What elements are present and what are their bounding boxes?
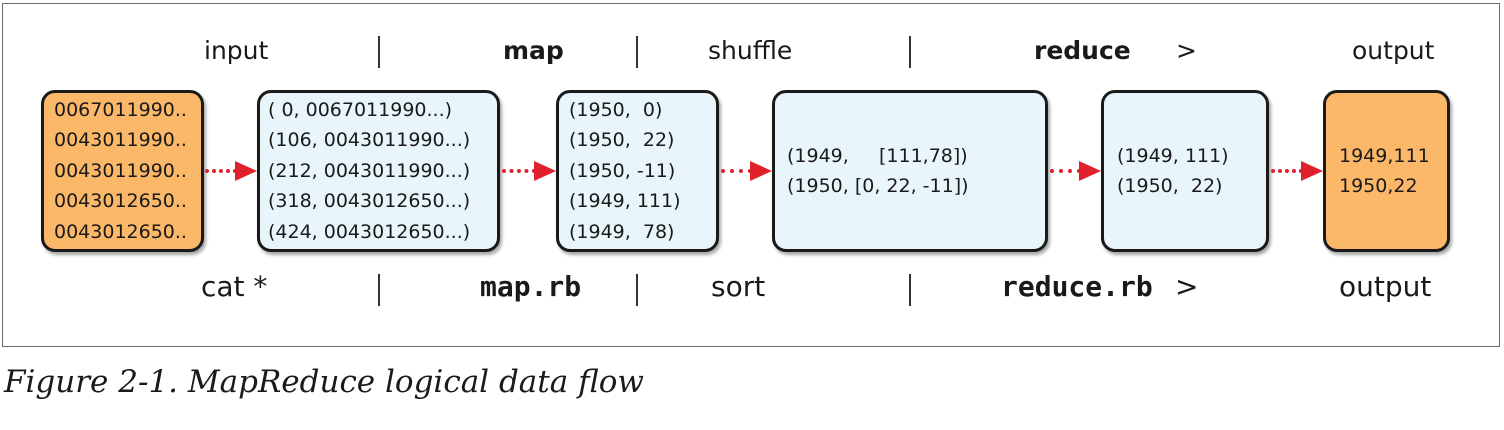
map-input-record: (424, 0043012650...) [268, 220, 471, 243]
footer-sort-command: sort [711, 270, 766, 303]
header-separator [636, 36, 638, 68]
input-record: 0043011990.. [54, 159, 187, 182]
reduce-pair: (1949, 111) [1117, 144, 1229, 167]
input-box: 0067011990.. 0043011990.. 0043011990.. 0… [41, 90, 204, 252]
header-map: map [503, 36, 564, 65]
output-box: 1949,111 1950,22 [1323, 90, 1450, 252]
header-redirect: > [1176, 36, 1197, 65]
reduce-box: (1949, 111) (1950, 22) [1101, 90, 1269, 252]
map-input-box: ( 0, 0067011990...) (106, 0043011990...)… [257, 90, 500, 252]
footer-output: output [1339, 270, 1432, 303]
input-record: 0043012650.. [54, 220, 187, 243]
map-output-pair: (1950, 0) [569, 98, 663, 121]
map-output-pair: (1949, 78) [569, 220, 675, 243]
footer-separator [636, 274, 638, 306]
input-record: 0043012650.. [54, 190, 187, 213]
figure-caption: Figure 2-1. MapReduce logical data flow [4, 364, 644, 400]
header-separator [909, 36, 911, 68]
arrow-icon [205, 161, 257, 181]
shuffle-group: (1950, [0, 22, -11]) [787, 175, 969, 197]
output-line: 1949,111 [1339, 144, 1430, 167]
arrow-icon [1271, 161, 1323, 181]
map-output-pair: (1950, -11) [569, 159, 676, 182]
footer-redirect: > [1175, 270, 1199, 303]
footer-map-script: map.rb [480, 270, 582, 303]
header-output: output [1352, 36, 1435, 65]
map-input-record: (212, 0043011990...) [268, 159, 471, 182]
footer-cat-command: cat * [201, 270, 268, 303]
footer-reduce-script: reduce.rb [1001, 270, 1153, 303]
input-record: 0043011990.. [54, 129, 187, 152]
header-input: input [204, 36, 269, 65]
footer-separator [378, 274, 380, 306]
input-record: 0067011990.. [54, 98, 187, 121]
reduce-pair: (1950, 22) [1117, 175, 1223, 197]
shuffle-box: (1949, [111,78]) (1950, [0, 22, -11]) [772, 90, 1048, 252]
map-input-record: ( 0, 0067011990...) [268, 98, 453, 121]
arrow-icon [1050, 161, 1101, 181]
header-separator [378, 36, 380, 68]
arrow-icon [721, 161, 772, 181]
map-output-box: (1950, 0) (1950, 22) (1950, -11) (1949, … [556, 90, 719, 252]
header-reduce: reduce [1034, 36, 1131, 65]
footer-separator [909, 274, 911, 306]
output-line: 1950,22 [1339, 175, 1418, 197]
map-output-pair: (1949, 111) [569, 190, 681, 213]
header-shuffle: shuffle [708, 36, 793, 65]
map-input-record: (318, 0043012650...) [268, 190, 471, 213]
map-input-record: (106, 0043011990...) [268, 129, 471, 152]
map-output-pair: (1950, 22) [569, 129, 675, 152]
arrow-icon [502, 161, 556, 181]
shuffle-group: (1949, [111,78]) [787, 144, 968, 167]
